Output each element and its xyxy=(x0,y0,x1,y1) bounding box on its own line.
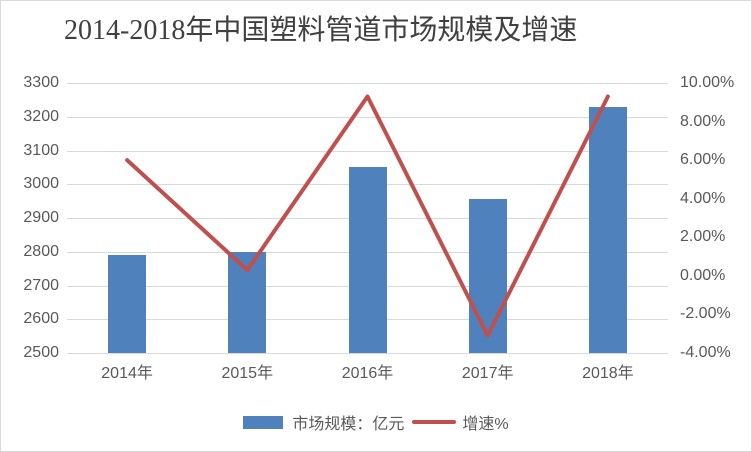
bar-2018年 xyxy=(588,106,627,353)
legend: 市场规模：亿元 增速% xyxy=(1,410,751,434)
right-axis-tick-label: -4.00% xyxy=(680,344,731,361)
x-axis-label-2015年: 2015年 xyxy=(221,365,274,382)
right-axis-tick-label: 2.00% xyxy=(680,228,726,246)
x-axis-label-2014年: 2014年 xyxy=(101,365,153,382)
gridline xyxy=(67,116,668,118)
left-axis-tick-label: 3200 xyxy=(23,107,59,125)
left-axis-tick-label: 3000 xyxy=(23,175,59,193)
left-axis-tick-label: 2600 xyxy=(23,310,59,328)
gridline xyxy=(67,353,668,354)
right-axis-tick-label: 10.00% xyxy=(680,74,735,91)
right-axis-tick-label: 4.00% xyxy=(680,189,726,207)
gridline xyxy=(67,83,668,84)
legend-item-bar-series: 市场规模：亿元 xyxy=(243,410,404,434)
bar-series-swatch xyxy=(243,415,284,429)
left-axis-tick-label: 2800 xyxy=(23,242,59,260)
left-axis-tick-label: 2500 xyxy=(23,344,59,361)
plot-area xyxy=(67,83,668,354)
line-series-label: 增速% xyxy=(462,416,509,433)
left-axis-tick-label: 3100 xyxy=(23,141,59,159)
bar-2016年 xyxy=(348,167,387,353)
right-axis-tick-label: 0.00% xyxy=(680,266,726,284)
right-axis-tick-label: 6.00% xyxy=(680,151,726,169)
bar-2017年 xyxy=(468,199,507,353)
line-series-swatch xyxy=(412,420,457,424)
right-axis-tick-label: 8.00% xyxy=(680,112,726,130)
growth-line-path xyxy=(125,94,610,338)
left-axis-tick-label: 2900 xyxy=(23,209,59,226)
x-axis-label-2017年: 2017年 xyxy=(461,365,514,382)
left-axis-tick-label: 3300 xyxy=(23,74,59,91)
x-axis-label-2018年: 2018年 xyxy=(582,365,634,382)
chart-title: 2014-2018年中国塑料管道市场规模及增速 xyxy=(64,15,578,46)
growth-line-series xyxy=(125,94,610,338)
gridline xyxy=(67,150,668,152)
bar-2014年 xyxy=(108,255,147,353)
left-axis-tick-label: 2700 xyxy=(23,276,59,294)
legend-item-line-series: 增速% xyxy=(404,410,509,434)
right-axis-tick-label: -2.00% xyxy=(680,305,731,323)
bar-series-label: 市场规模：亿元 xyxy=(292,416,405,433)
x-axis-label-2016年: 2016年 xyxy=(341,365,394,382)
